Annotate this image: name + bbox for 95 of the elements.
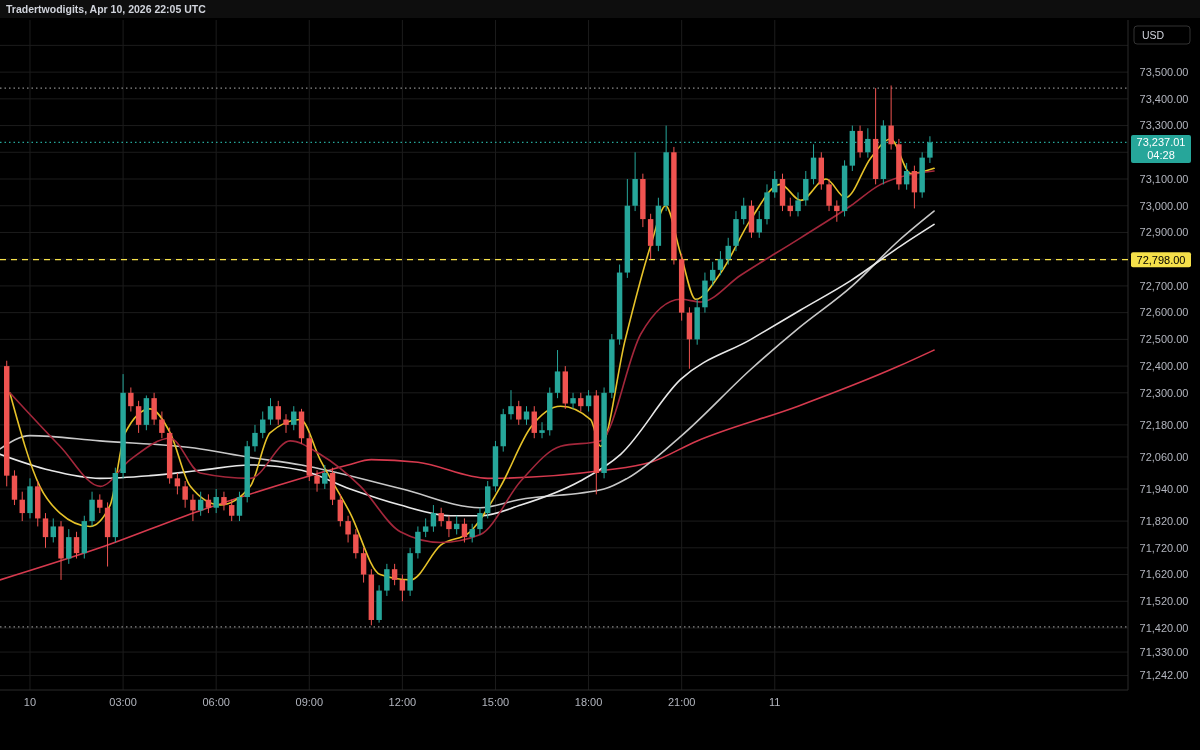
candlestick [236, 491, 243, 522]
y-tick-label: 71,620.00 [1139, 568, 1189, 581]
candlestick [888, 84, 894, 151]
candlestick [135, 400, 142, 434]
candlestick [345, 515, 351, 543]
candlestick [50, 517, 56, 543]
candlestick [360, 547, 367, 584]
x-tick-label: 15:00 [481, 696, 510, 708]
candlestick [422, 517, 429, 538]
y-tick-label: 71,820.00 [1139, 514, 1189, 527]
y-tick-label: 72,500.00 [1139, 333, 1189, 346]
x-tick-label: 06:00 [202, 696, 230, 708]
candlestick [531, 405, 537, 439]
line-series [9, 170, 935, 544]
candlestick [523, 405, 530, 426]
candlestick [415, 525, 421, 560]
y-tick-label: 71,940.00 [1139, 482, 1189, 495]
candlestick [709, 261, 716, 287]
text: 04:28 [1147, 149, 1175, 162]
candlestick [353, 528, 359, 560]
candlestick [322, 464, 328, 490]
x-tick-label: 21:00 [667, 696, 696, 708]
candlestick [399, 574, 406, 602]
y-tick-label: 71,720.00 [1139, 541, 1189, 554]
candlestick [228, 499, 235, 522]
candlestick [477, 507, 483, 535]
y-tick-label: 72,400.00 [1139, 359, 1189, 372]
candlestick [570, 392, 576, 410]
candlestick [174, 472, 181, 495]
candlestick [314, 469, 320, 493]
candlestick [578, 392, 584, 413]
candlestick [446, 515, 452, 538]
candlestick [810, 143, 817, 185]
candlestick [803, 170, 809, 207]
candlestick [337, 493, 344, 527]
candlestick [927, 135, 933, 164]
y-axis-title: USD [1142, 28, 1165, 41]
candlestick [66, 528, 72, 565]
y-tick-label: 73,500.00 [1139, 65, 1189, 78]
candlestick [391, 563, 398, 586]
candlestick [159, 411, 165, 439]
candlestick [151, 392, 157, 426]
candlestick [834, 199, 840, 223]
candlestick [128, 386, 134, 413]
y-tick-label: 72,700.00 [1139, 279, 1189, 292]
y-tick-label: 71,242.00 [1139, 669, 1189, 682]
candlestick [508, 389, 514, 421]
y-tick-label: 72,060.00 [1139, 450, 1189, 463]
candlestick [554, 349, 561, 399]
y-tick-label: 72,180.00 [1139, 418, 1189, 431]
y-tick-label: 71,420.00 [1139, 621, 1189, 634]
y-tick-label: 72,900.00 [1139, 226, 1189, 239]
candlestick [725, 237, 731, 266]
y-tick-label: 71,520.00 [1139, 595, 1189, 608]
candlestick [283, 413, 289, 434]
x-tick-label: 03:00 [109, 696, 137, 708]
candlestick [89, 491, 95, 527]
chart-title: Tradertwodigits, Apr 10, 2026 22:05 UTC [6, 3, 207, 15]
ref-line-label: 73,237.01 [1136, 136, 1186, 149]
y-tick-label: 73,000.00 [1139, 199, 1189, 212]
y-tick-label: 71,330.00 [1139, 645, 1189, 658]
y-tick-label: 72,300.00 [1139, 386, 1189, 399]
candlestick [857, 125, 863, 159]
line-series [0, 349, 935, 581]
y-tick-label: 73,100.00 [1139, 172, 1189, 185]
candlestick [267, 397, 274, 426]
candlestick [516, 400, 522, 426]
candlestick [97, 493, 103, 514]
x-tick-label: 10 [23, 696, 37, 708]
candlestick [42, 512, 49, 549]
candlestick [469, 523, 475, 543]
candlestick [717, 250, 724, 276]
candlestick [213, 488, 219, 514]
y-tick-label: 73,400.00 [1139, 92, 1189, 105]
y-tick-label: 73,300.00 [1139, 119, 1189, 132]
candlestick [539, 421, 545, 439]
ref-line-label: 72,798.00 [1136, 253, 1186, 266]
candlestick [438, 507, 444, 527]
candlestick [252, 424, 258, 453]
y-tick-label: 72,600.00 [1139, 306, 1189, 319]
candlestick [182, 480, 188, 509]
candlestick [911, 165, 918, 209]
x-tick-label: 09:00 [295, 696, 324, 708]
candlestick [585, 389, 592, 413]
candlestick [73, 531, 80, 560]
x-tick-label: 12:00 [388, 696, 417, 708]
x-tick-label: 11 [769, 696, 781, 708]
candlestick [221, 491, 227, 511]
candlestick [826, 178, 832, 212]
x-tick-label: 18:00 [574, 696, 603, 708]
candlestick [275, 400, 281, 426]
candlestick [795, 191, 801, 217]
candlestick [190, 493, 196, 522]
candlestick [205, 493, 212, 514]
candlestick [384, 563, 390, 597]
